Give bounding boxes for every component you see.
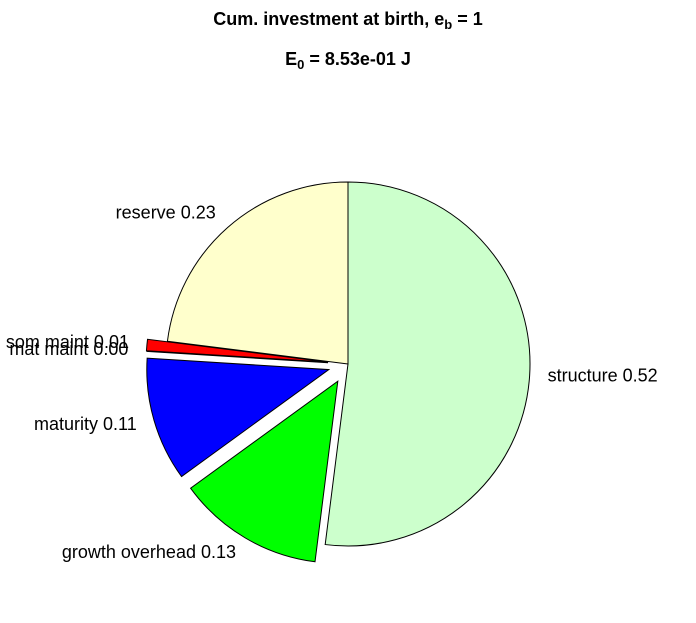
subtitle-part: = 8.53e-01 J (304, 49, 411, 69)
title-part: Cum. investment at birth, e (213, 9, 444, 29)
title-sub: b (444, 17, 452, 32)
subtitle-part: E (285, 49, 297, 69)
pie-slice (146, 350, 329, 364)
pie-slice (145, 338, 329, 363)
pie-slice (189, 380, 339, 563)
slice-label: som maint 0.01 (6, 332, 129, 352)
pie-slice (146, 357, 331, 478)
subtitle-sub: 0 (297, 57, 304, 72)
slice-label: growth overhead 0.13 (62, 542, 236, 562)
chart-subtitle: E0 = 8.53e-01 J (285, 49, 411, 73)
title-part: = 1 (452, 9, 483, 29)
pie-slice (324, 181, 531, 547)
chart-title: Cum. investment at birth, eb = 1 (213, 9, 483, 33)
pie-slice (166, 181, 349, 365)
slice-label: structure 0.52 (548, 365, 658, 385)
slice-label: maturity 0.11 (34, 414, 137, 434)
slice-label: mat maint 0.00 (9, 339, 128, 359)
slice-label: reserve 0.23 (116, 203, 216, 223)
